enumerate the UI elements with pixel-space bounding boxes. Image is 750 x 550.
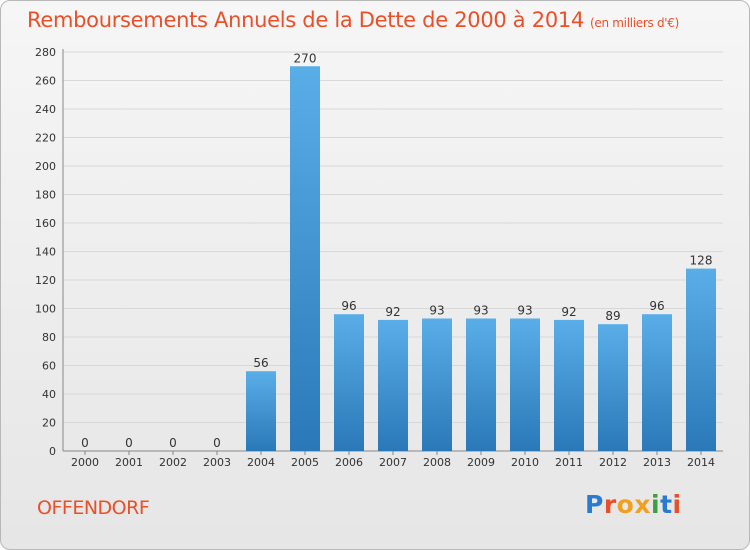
data-label: 89 (605, 309, 620, 323)
data-label: 270 (294, 51, 317, 65)
bar (598, 324, 628, 451)
x-tick-label: 2003 (203, 456, 231, 469)
data-label: 93 (473, 303, 488, 317)
x-tick-label: 2006 (335, 456, 363, 469)
data-label: 56 (253, 356, 268, 370)
data-label: 93 (429, 303, 444, 317)
x-tick-label: 2000 (71, 456, 99, 469)
data-label: 0 (169, 436, 177, 450)
logo-letter: P (585, 490, 604, 519)
bar (466, 318, 496, 451)
bar (510, 318, 540, 451)
y-tick-label: 160 (35, 217, 56, 230)
x-tick-label: 2001 (115, 456, 143, 469)
bar (290, 66, 320, 451)
logo-letter: o (616, 490, 635, 519)
logo-letter: x (634, 490, 651, 519)
data-label: 128 (690, 254, 713, 268)
x-tick-label: 2011 (555, 456, 583, 469)
data-label: 93 (517, 303, 532, 317)
x-tick-label: 2013 (643, 456, 671, 469)
x-tick-label: 2007 (379, 456, 407, 469)
y-tick-label: 20 (42, 417, 56, 430)
y-tick-label: 240 (35, 103, 56, 116)
x-tick-label: 2002 (159, 456, 187, 469)
data-label: 92 (561, 305, 576, 319)
y-tick-label: 60 (42, 360, 56, 373)
chart-title: Remboursements Annuels de la Dette de 20… (27, 8, 679, 32)
y-tick-label: 120 (35, 274, 56, 287)
y-tick-label: 200 (35, 160, 56, 173)
bar (378, 319, 408, 451)
x-tick-label: 2005 (291, 456, 319, 469)
y-tick-label: 100 (35, 303, 56, 316)
bar (686, 268, 716, 451)
chart-title-text: Remboursements Annuels de la Dette de 20… (27, 8, 584, 32)
data-label: 0 (125, 436, 133, 450)
y-tick-label: 0 (49, 445, 56, 458)
x-tick-label: 2004 (247, 456, 275, 469)
x-tick-label: 2014 (687, 456, 715, 469)
data-label: 0 (81, 436, 89, 450)
y-tick-label: 280 (35, 46, 56, 59)
y-tick-label: 140 (35, 246, 56, 259)
bar (422, 318, 452, 451)
commune-name: OFFENDORF (37, 497, 150, 519)
logo-letter: i (651, 490, 661, 519)
x-tick-label: 2012 (599, 456, 627, 469)
data-label: 96 (649, 299, 664, 313)
y-tick-label: 80 (42, 331, 56, 344)
logo-letter: t (660, 490, 673, 519)
data-label: 96 (341, 299, 356, 313)
bar (554, 319, 584, 451)
data-label: 0 (213, 436, 221, 450)
y-tick-label: 220 (35, 132, 56, 145)
logo-letter: r (603, 490, 617, 519)
bar (246, 371, 276, 451)
x-tick-label: 2010 (511, 456, 539, 469)
x-tick-label: 2008 (423, 456, 451, 469)
data-label: 92 (385, 305, 400, 319)
y-tick-label: 260 (35, 75, 56, 88)
x-tick-label: 2009 (467, 456, 495, 469)
y-tick-label: 40 (42, 388, 56, 401)
bar (334, 314, 364, 451)
y-tick-label: 180 (35, 189, 56, 202)
proxiti-logo: Proxiti (585, 490, 682, 519)
logo-letter: i (672, 490, 682, 519)
bar (642, 314, 672, 451)
unit-note: (en milliers d'€) (590, 16, 680, 30)
